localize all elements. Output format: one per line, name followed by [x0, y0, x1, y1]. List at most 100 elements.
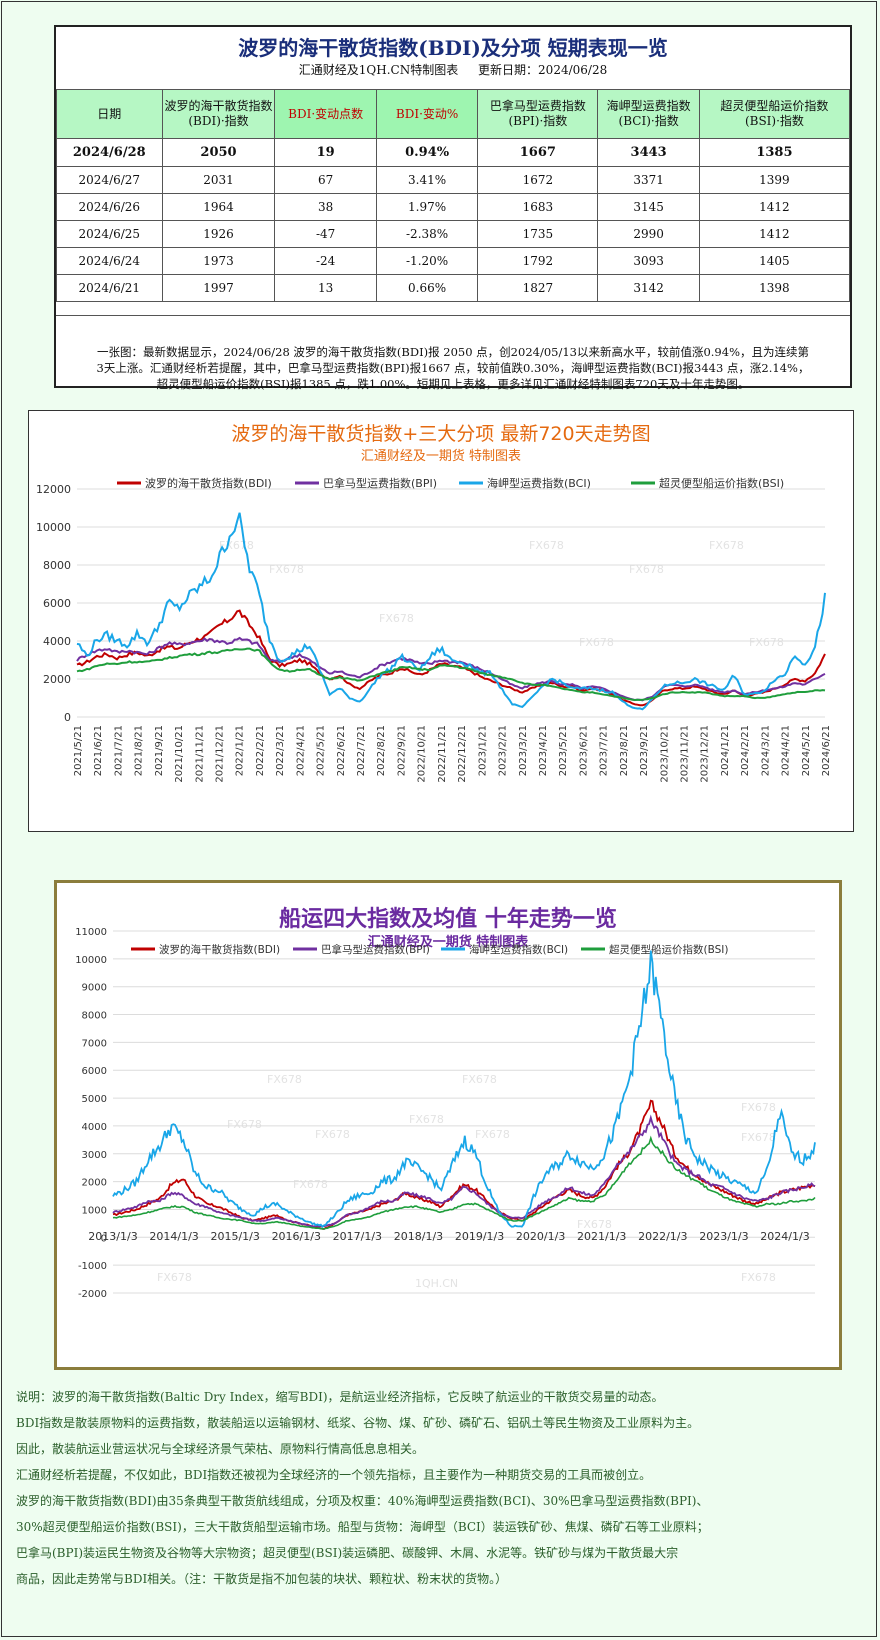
x-tick-label: 2022/2/21	[255, 725, 266, 776]
watermark-text: FX678	[315, 1128, 350, 1141]
watermark-text: FX678	[293, 1178, 328, 1191]
cell-bdi: 2050	[161, 138, 276, 167]
x-tick-label: 2021/10/21	[174, 725, 185, 783]
note-line: 汇通财经析若提醒，不仅如此，BDI指数还被视为全球经济的一个领先指标，且主要作为…	[16, 1468, 652, 1482]
y-tick-label: 2000	[43, 673, 71, 686]
y-tick-label: 2000	[82, 1178, 107, 1189]
header-bdi-change-pct: BDI·变动%	[375, 89, 479, 139]
legend-label: 巴拿马型运费指数(BPI)	[323, 476, 437, 490]
x-tick-label: 2022/8/21	[376, 725, 387, 776]
y-tick-label: 6000	[43, 597, 71, 610]
watermark-text: FX678	[475, 1128, 510, 1141]
chart-720-days: 波罗的海干散货指数+三大分项 最新720天走势图 汇通财经及一期货 特制图表 F…	[28, 410, 854, 832]
cell-bpi: 1672	[477, 166, 599, 194]
watermark-text: FX678	[227, 1118, 262, 1131]
table-note: 一张图：最新数据显示，2024/06/28 波罗的海干散货指数(BDI)报 20…	[56, 315, 850, 392]
watermark-text: FX678	[529, 539, 564, 552]
header-label: BDI·变动点数	[288, 106, 364, 121]
cell-bsi: 1385	[698, 138, 851, 167]
y-tick-label: 5000	[82, 1094, 107, 1105]
cell-bdi-change-pct: 3.41%	[375, 166, 479, 194]
cell-bci: 3145	[597, 193, 700, 221]
header-label: 巴拿马型运费指数 (BPI)·指数	[489, 99, 586, 128]
table-update-date: 更新日期：2024/06/28	[478, 63, 608, 77]
legend-label: 超灵便型船运价指数(BSI)	[609, 943, 728, 956]
cell-bdi-change: -24	[274, 247, 377, 275]
note-line: 一张图：最新数据显示，2024/06/28 波罗的海干散货指数(BDI)报 20…	[96, 345, 809, 359]
legend-label: 海岬型运费指数(BCI)	[487, 476, 591, 490]
table-subtitle: 汇通财经及1QH.CN特制图表 更新日期：2024/06/28	[56, 62, 850, 78]
note-line: 因此，散装航运业营运状况与全球经济景气荣枯、原物料行情高低息息相关。	[16, 1442, 425, 1456]
y-tick-label: 10000	[75, 955, 107, 966]
series-line-bci	[112, 950, 816, 1228]
x-tick-label: 2023/9/21	[639, 725, 650, 776]
header-bdi: 波罗的海干散货指数 (BDI)·指数	[161, 89, 276, 139]
legend-label: 巴拿马型运费指数(BPI)	[321, 943, 430, 956]
watermark-text: FX678	[157, 1271, 192, 1284]
header-bdi-change: BDI·变动点数	[274, 89, 377, 139]
x-tick-label: 2022/12/21	[457, 725, 468, 783]
x-tick-label: 2022/4/21	[295, 725, 306, 776]
y-tick-label: 0	[101, 1233, 107, 1244]
cell-bdi-change: -47	[274, 220, 377, 248]
table-row: 2024/6/27 2031 67 3.41% 1672 3371 1399	[56, 166, 851, 194]
x-tick-label: 2022/10/21	[417, 725, 428, 783]
watermark-text: FX678	[741, 1101, 776, 1114]
header-label: 超灵便型船运价指数 (BSI)·指数	[720, 99, 829, 128]
cell-bdi-change: 19	[274, 138, 377, 167]
y-tick-label: 11000	[75, 927, 107, 938]
cell-bdi-change-pct: 0.66%	[375, 274, 479, 302]
table-row: 2024/6/26 1964 38 1.97% 1683 3145 1412	[56, 193, 851, 221]
cell-bsi: 1412	[698, 220, 851, 248]
cell-bdi-change-pct: -1.20%	[375, 247, 479, 275]
x-tick-label: 2022/1/3	[638, 1230, 687, 1243]
cell-date: 2024/6/21	[56, 274, 163, 302]
x-tick-label: 2023/1/21	[477, 725, 488, 776]
x-tick-label: 2021/5/21	[73, 725, 84, 776]
note-line: 超灵便型船运价指数(BSI)报1385 点，跌1.00%。短期见上表格，更多详见…	[156, 377, 750, 391]
header-bsi: 超灵便型船运价指数 (BSI)·指数	[698, 89, 851, 139]
y-tick-label: 6000	[82, 1066, 107, 1077]
table-row: 2024/6/25 1926 -47 -2.38% 1735 2990 1412	[56, 220, 851, 248]
series-line-bci	[76, 512, 826, 711]
y-tick-label: 8000	[43, 559, 71, 572]
x-tick-label: 2021/9/21	[154, 725, 165, 776]
x-tick-label: 2021/6/21	[93, 725, 104, 776]
cell-bci: 3371	[597, 166, 700, 194]
cell-bdi: 1973	[161, 247, 276, 275]
series-line-bsi	[76, 647, 826, 702]
table-title: 波罗的海干散货指数(BDI)及分项 短期表现一览	[238, 36, 668, 60]
watermark-text: FX678	[462, 1073, 497, 1086]
cell-date: 2024/6/24	[56, 247, 163, 275]
watermark-text: FX678	[709, 539, 744, 552]
explanation-notes: 说明：波罗的海干散货指数(Baltic Dry Index，缩写BDI)，是航运…	[16, 1384, 856, 1592]
cell-bdi-change: 38	[274, 193, 377, 221]
cell-bdi: 2031	[161, 166, 276, 194]
x-tick-label: 2023/5/21	[558, 725, 569, 776]
watermark-text: FX678	[409, 1113, 444, 1126]
summary-table-panel: 波罗的海干散货指数(BDI)及分项 短期表现一览 汇通财经及1QH.CN特制图表…	[54, 25, 852, 391]
x-tick-label: 2023/7/21	[599, 725, 610, 776]
x-tick-label: 2020/1/3	[516, 1230, 565, 1243]
y-tick-label: 10000	[36, 521, 71, 534]
x-tick-label: 2021/12/21	[215, 725, 226, 783]
x-tick-label: 2018/1/3	[394, 1230, 443, 1243]
y-tick-label: 0	[64, 711, 71, 724]
watermark-text: FX678	[579, 636, 614, 649]
legend-label: 海岬型运费指数(BCI)	[469, 943, 568, 956]
watermark-text: FX678	[267, 1073, 302, 1086]
header-date: 日期	[56, 89, 163, 139]
chart1-title: 波罗的海干散货指数+三大分项 最新720天走势图	[231, 423, 651, 445]
y-tick-label: 7000	[82, 1038, 107, 1049]
cell-date: 2024/6/28	[56, 138, 163, 167]
cell-bsi: 1398	[698, 274, 851, 302]
x-tick-label: 2022/5/21	[316, 725, 327, 776]
x-tick-label: 2023/4/21	[538, 725, 549, 776]
x-tick-label: 2023/10/21	[659, 725, 670, 783]
y-tick-label: 8000	[82, 1011, 107, 1022]
chart1-plot: FX678FX678FX678FX678FX678FX678FX678FX678…	[36, 476, 832, 783]
series-line-bsi	[112, 1135, 816, 1230]
watermark-text: FX678	[379, 612, 414, 625]
x-tick-label: 2023/2/21	[498, 725, 509, 776]
table-row: 2024/6/24 1973 -24 -1.20% 1792 3093 1405	[56, 247, 851, 275]
